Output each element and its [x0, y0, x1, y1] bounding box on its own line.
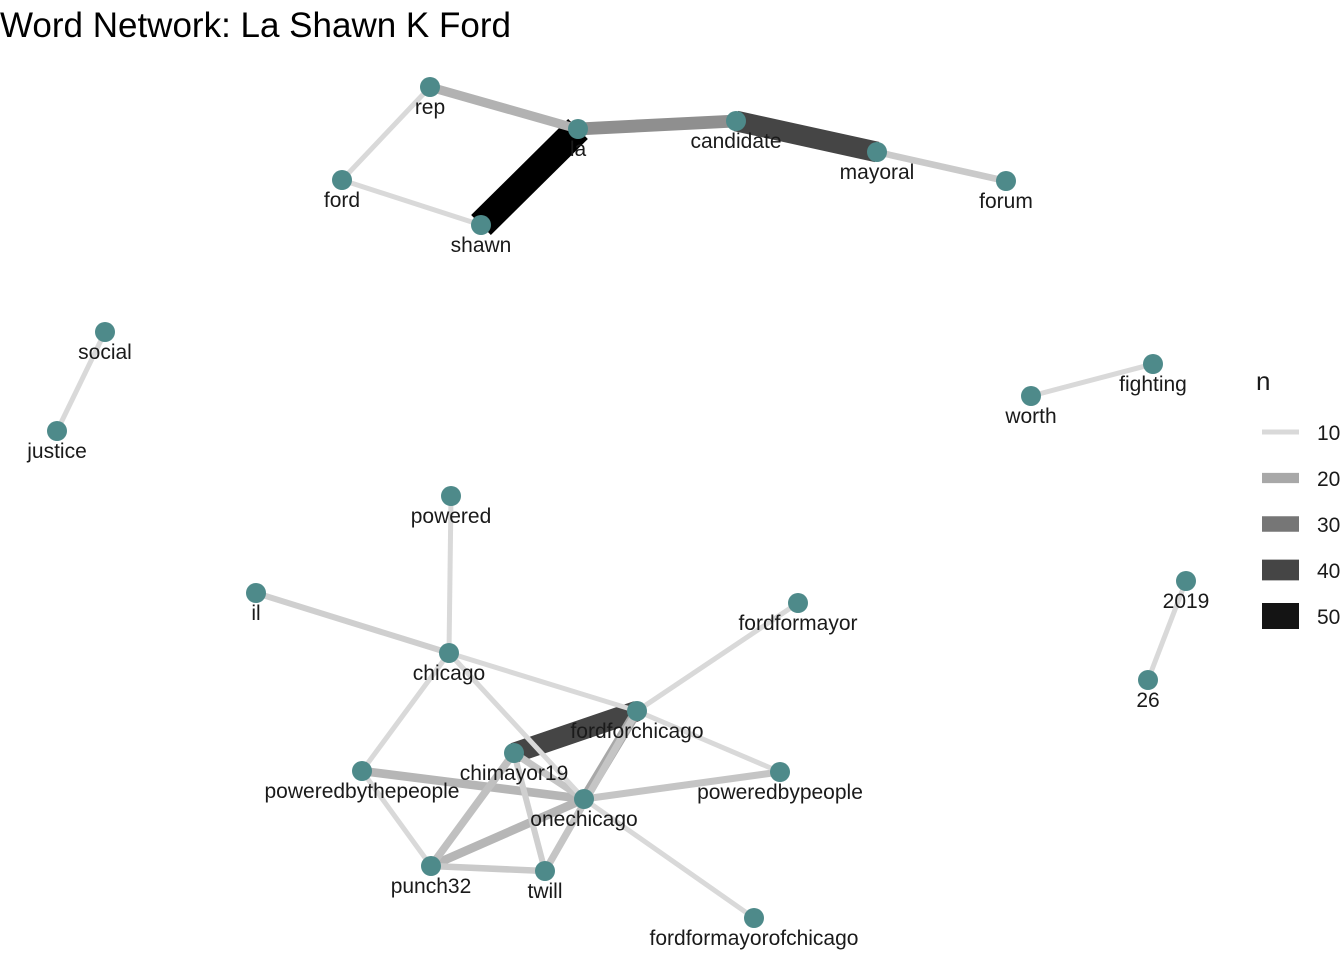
- labels-layer: la rep ford shawn candidate mayoral forum socia…: [26, 96, 1209, 950]
- node-label-poweredbythepeople: poweredbythepeople: [265, 780, 460, 803]
- node-label-rep: rep: [415, 96, 445, 119]
- legend-title: n: [1256, 366, 1270, 396]
- edge-twill-fordforchicago: [541, 709, 641, 873]
- node-label-chimayor19: chimayor19: [460, 762, 569, 785]
- node-social[interactable]: [95, 322, 115, 342]
- node-fordforchicago[interactable]: [627, 701, 647, 721]
- edge-rep-la: [428, 82, 580, 134]
- node-onechicago[interactable]: [574, 789, 594, 809]
- node-label-justice: justice: [26, 440, 87, 463]
- edge-onechicago-fordformayorofchicago: [582, 796, 756, 921]
- edge-shawn-la: [471, 119, 588, 235]
- node-la[interactable]: [568, 119, 588, 139]
- edge-la-candidate: [577, 114, 737, 136]
- edge-rep-ford: [340, 85, 432, 182]
- node-il[interactable]: [246, 583, 266, 603]
- edge-chimayor19-onechicago: [512, 750, 586, 802]
- node-powered[interactable]: [441, 486, 461, 506]
- node-fordformayorofchicago[interactable]: [744, 908, 764, 928]
- node-label-punch32: punch32: [391, 875, 472, 898]
- node-forum[interactable]: [996, 171, 1016, 191]
- node-shawn[interactable]: [471, 215, 491, 235]
- node-label-la: la: [570, 138, 587, 161]
- edge-chicago-onechicago: [447, 651, 586, 801]
- node-label-twill: twill: [528, 880, 563, 903]
- node-worth[interactable]: [1021, 386, 1041, 406]
- legend-label-50: 50: [1317, 606, 1340, 629]
- edge-chicago-poweredbythepeople: [359, 651, 452, 773]
- edge-onechicago-poweredbypeople: [583, 768, 781, 803]
- edge-worth-fighting: [1030, 361, 1154, 399]
- node-label-2019: 2019: [1163, 590, 1210, 613]
- node-fordformayor[interactable]: [788, 593, 808, 613]
- node-punch32[interactable]: [421, 856, 441, 876]
- node-label-fordformayorofchicago: fordformayorofchicago: [650, 927, 859, 950]
- node-chicago[interactable]: [439, 643, 459, 663]
- edge-chimayor19-twill: [511, 752, 548, 872]
- edge-powered-chicago: [446, 495, 454, 654]
- edge-punch32-chimayor19: [427, 750, 518, 869]
- node-twill[interactable]: [535, 861, 555, 881]
- node-mayoral[interactable]: [867, 142, 887, 162]
- edge-il-chicago: [255, 590, 450, 656]
- node-label-poweredbypeople: poweredbypeople: [697, 781, 863, 804]
- legend: n 10 20 30 40 50: [1256, 366, 1340, 629]
- node-label-fighting: fighting: [1119, 373, 1187, 396]
- edge-fordforchicago-poweredbypeople: [636, 708, 781, 775]
- edge-ford-shawn: [341, 177, 482, 228]
- node-rep[interactable]: [420, 77, 440, 97]
- node-26[interactable]: [1138, 670, 1158, 690]
- edge-2019-26: [1145, 580, 1189, 681]
- edge-candidate-mayoral: [733, 110, 880, 163]
- legend-label-40: 40: [1317, 560, 1340, 583]
- edge-punch32-twill: [430, 862, 546, 875]
- node-label-26: 26: [1136, 689, 1159, 712]
- edge-chicago-fordforchicago: [448, 650, 638, 714]
- edge-social-justice: [54, 330, 108, 433]
- nodes-layer: [47, 77, 1196, 928]
- node-poweredbypeople[interactable]: [770, 762, 790, 782]
- node-candidate[interactable]: [726, 111, 746, 131]
- node-fighting[interactable]: [1143, 354, 1163, 374]
- chart-title: Word Network: La Shawn K Ford: [0, 6, 511, 45]
- legend-label-30: 30: [1317, 514, 1340, 537]
- edge-poweredbythepeople-onechicago: [361, 766, 585, 804]
- edge-mayoral-forum: [876, 148, 1007, 185]
- node-label-worth: worth: [1004, 405, 1056, 428]
- node-label-mayoral: mayoral: [840, 161, 915, 184]
- edge-poweredbythepeople-punch32: [359, 769, 434, 868]
- node-label-ford: ford: [324, 189, 360, 212]
- node-label-candidate: candidate: [690, 130, 781, 153]
- edge-fordformayor-fordforchicago: [635, 600, 800, 714]
- edges-layer: [54, 82, 1189, 921]
- node-label-social: social: [78, 341, 132, 364]
- node-label-fordformayor: fordformayor: [738, 612, 857, 635]
- node-ford[interactable]: [332, 170, 352, 190]
- node-label-forum: forum: [979, 190, 1033, 213]
- node-label-onechicago: onechicago: [530, 808, 637, 831]
- node-poweredbythepeople[interactable]: [352, 761, 372, 781]
- node-justice[interactable]: [47, 421, 67, 441]
- node-label-fordforchicago: fordforchicago: [570, 720, 703, 743]
- legend-label-20: 20: [1317, 468, 1340, 491]
- node-2019[interactable]: [1176, 571, 1196, 591]
- node-chimayor19[interactable]: [504, 743, 524, 763]
- legend-label-10: 10: [1317, 422, 1340, 445]
- edge-punch32-onechicago: [429, 795, 586, 870]
- node-label-powered: powered: [411, 505, 492, 528]
- node-label-shawn: shawn: [451, 234, 512, 257]
- node-label-chicago: chicago: [413, 662, 485, 685]
- node-label-il: il: [251, 602, 260, 625]
